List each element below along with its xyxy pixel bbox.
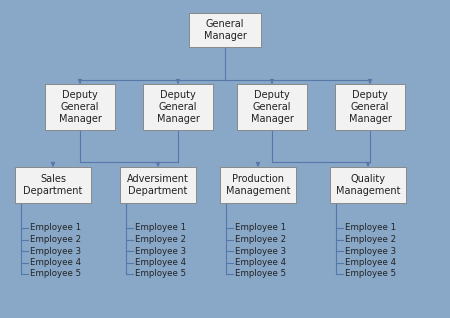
Text: Deputy
General
Manager: Deputy General Manager bbox=[349, 90, 392, 124]
Text: Adversiment
Department: Adversiment Department bbox=[127, 174, 189, 196]
Text: Deputy
General
Manager: Deputy General Manager bbox=[251, 90, 293, 124]
FancyBboxPatch shape bbox=[189, 13, 261, 47]
Text: Employee 1: Employee 1 bbox=[235, 224, 286, 232]
FancyBboxPatch shape bbox=[330, 167, 406, 203]
FancyBboxPatch shape bbox=[335, 84, 405, 130]
Text: Employee 1: Employee 1 bbox=[345, 224, 396, 232]
FancyBboxPatch shape bbox=[143, 84, 213, 130]
Text: General
Manager: General Manager bbox=[203, 19, 247, 41]
Text: Employee 4: Employee 4 bbox=[135, 258, 186, 267]
Text: Quality
Management: Quality Management bbox=[336, 174, 400, 196]
FancyBboxPatch shape bbox=[45, 84, 115, 130]
Text: Employee 5: Employee 5 bbox=[345, 269, 396, 279]
FancyBboxPatch shape bbox=[220, 167, 296, 203]
Text: Employee 4: Employee 4 bbox=[30, 258, 81, 267]
Text: Employee 3: Employee 3 bbox=[235, 246, 286, 255]
Text: Employee 4: Employee 4 bbox=[345, 258, 396, 267]
Text: Employee 4: Employee 4 bbox=[235, 258, 286, 267]
FancyBboxPatch shape bbox=[237, 84, 307, 130]
Text: Employee 2: Employee 2 bbox=[345, 235, 396, 244]
Text: Employee 5: Employee 5 bbox=[30, 269, 81, 279]
Text: Deputy
General
Manager: Deputy General Manager bbox=[58, 90, 101, 124]
Text: Employee 3: Employee 3 bbox=[30, 246, 81, 255]
Text: Employee 2: Employee 2 bbox=[135, 235, 186, 244]
Text: Employee 3: Employee 3 bbox=[135, 246, 186, 255]
Text: Employee 5: Employee 5 bbox=[235, 269, 286, 279]
Text: Employee 2: Employee 2 bbox=[30, 235, 81, 244]
Text: Employee 2: Employee 2 bbox=[235, 235, 286, 244]
Text: Sales
Department: Sales Department bbox=[23, 174, 83, 196]
FancyBboxPatch shape bbox=[15, 167, 91, 203]
FancyBboxPatch shape bbox=[120, 167, 196, 203]
Text: Deputy
General
Manager: Deputy General Manager bbox=[157, 90, 199, 124]
Text: Production
Management: Production Management bbox=[226, 174, 290, 196]
Text: Employee 3: Employee 3 bbox=[345, 246, 396, 255]
Text: Employee 1: Employee 1 bbox=[135, 224, 186, 232]
Text: Employee 1: Employee 1 bbox=[30, 224, 81, 232]
Text: Employee 5: Employee 5 bbox=[135, 269, 186, 279]
